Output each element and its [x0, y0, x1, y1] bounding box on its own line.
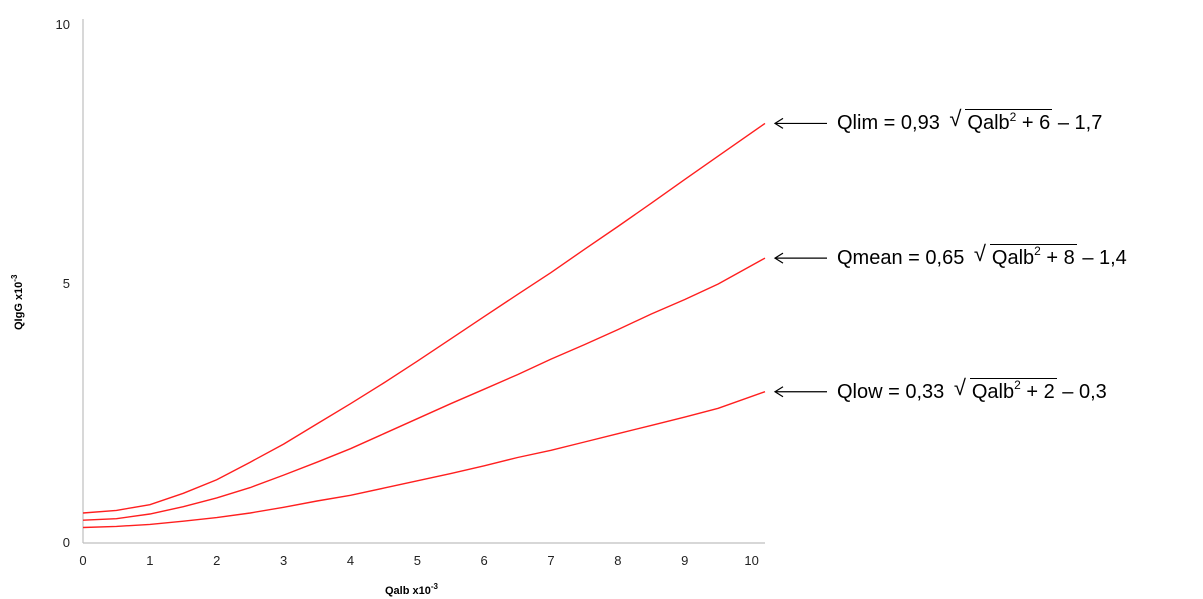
y-tick-label: 0	[63, 535, 70, 550]
radicand-exponent: 2	[1034, 244, 1041, 259]
x-tick-label: 9	[681, 553, 688, 568]
x-tick-label: 10	[744, 553, 758, 568]
equation-qmean: Qmean = 0,65 √ Qalb2 + 8 – 1,4	[837, 241, 1127, 270]
series-line-qlim	[82, 122, 766, 514]
x-ticks: 0 1 2 3 4 5 6 7 8 9 10	[79, 553, 758, 568]
y-tick-label: 10	[56, 17, 70, 32]
x-tick-label: 4	[347, 553, 354, 568]
y-axis-title: QIgG x10-3	[10, 274, 25, 330]
radicand-tail: + 6	[1021, 112, 1051, 135]
equation-tail: – 1,4	[1082, 247, 1127, 270]
equation-tail: – 1,7	[1057, 112, 1103, 135]
equation-coefficient: 0,33	[905, 380, 945, 403]
radicand-variable: Qalb	[971, 380, 1015, 403]
y-ticks: 0 5 10	[56, 17, 70, 550]
equation-tail: – 0,3	[1062, 380, 1107, 403]
equation-lhs: Qlim	[837, 112, 879, 135]
square-root: √ Qalb2 + 8	[973, 241, 1077, 270]
equation-qlow: Qlow = 0,33 √ Qalb2 + 2 – 0,3	[837, 374, 1107, 404]
radicand-exponent: 2	[1014, 378, 1021, 393]
square-root-icon: √	[949, 106, 962, 132]
equation-lhs: Qlow	[837, 380, 883, 403]
x-tick-label: 2	[213, 553, 220, 568]
square-root: √ Qalb2 + 6	[949, 106, 1053, 135]
x-tick-label: 0	[79, 553, 86, 568]
radicand-exponent: 2	[1009, 109, 1017, 124]
arrow-qlim	[773, 117, 827, 129]
arrow-qmean	[773, 252, 827, 264]
x-tick-label: 1	[146, 553, 153, 568]
square-root: √ Qalb2 + 2	[953, 374, 1057, 404]
x-tick-label: 8	[614, 553, 621, 568]
series-lines	[82, 122, 766, 529]
equation-coefficient: 0,93	[900, 112, 940, 135]
equation-arrows	[773, 117, 827, 398]
x-tick-label: 3	[280, 553, 287, 568]
x-tick-label: 6	[481, 553, 488, 568]
x-tick-label: 7	[547, 553, 554, 568]
radicand: Qalb2 + 8	[989, 244, 1077, 270]
x-tick-label: 5	[414, 553, 421, 568]
radicand-tail: + 8	[1046, 247, 1075, 270]
radicand-tail: + 2	[1026, 380, 1055, 403]
square-root-icon: √	[973, 241, 986, 267]
arrow-qlow	[773, 386, 827, 398]
radicand-variable: Qalb	[967, 112, 1010, 135]
radicand-variable: Qalb	[991, 247, 1035, 270]
equation-lhs: Qmean	[837, 247, 903, 270]
equation-coefficient: 0,65	[925, 247, 965, 270]
square-root-icon: √	[953, 374, 966, 400]
axes	[82, 19, 765, 544]
series-line-qlow	[82, 391, 766, 529]
y-tick-label: 5	[63, 276, 70, 291]
radicand: Qalb2 + 2	[969, 377, 1057, 404]
equation-qlim: Qlim = 0,93 √ Qalb2 + 6 – 1,7	[837, 106, 1103, 135]
series-line-qmean	[82, 257, 766, 521]
x-axis-title: Qalb x10-3	[385, 582, 439, 597]
radicand: Qalb2 + 6	[965, 109, 1053, 135]
